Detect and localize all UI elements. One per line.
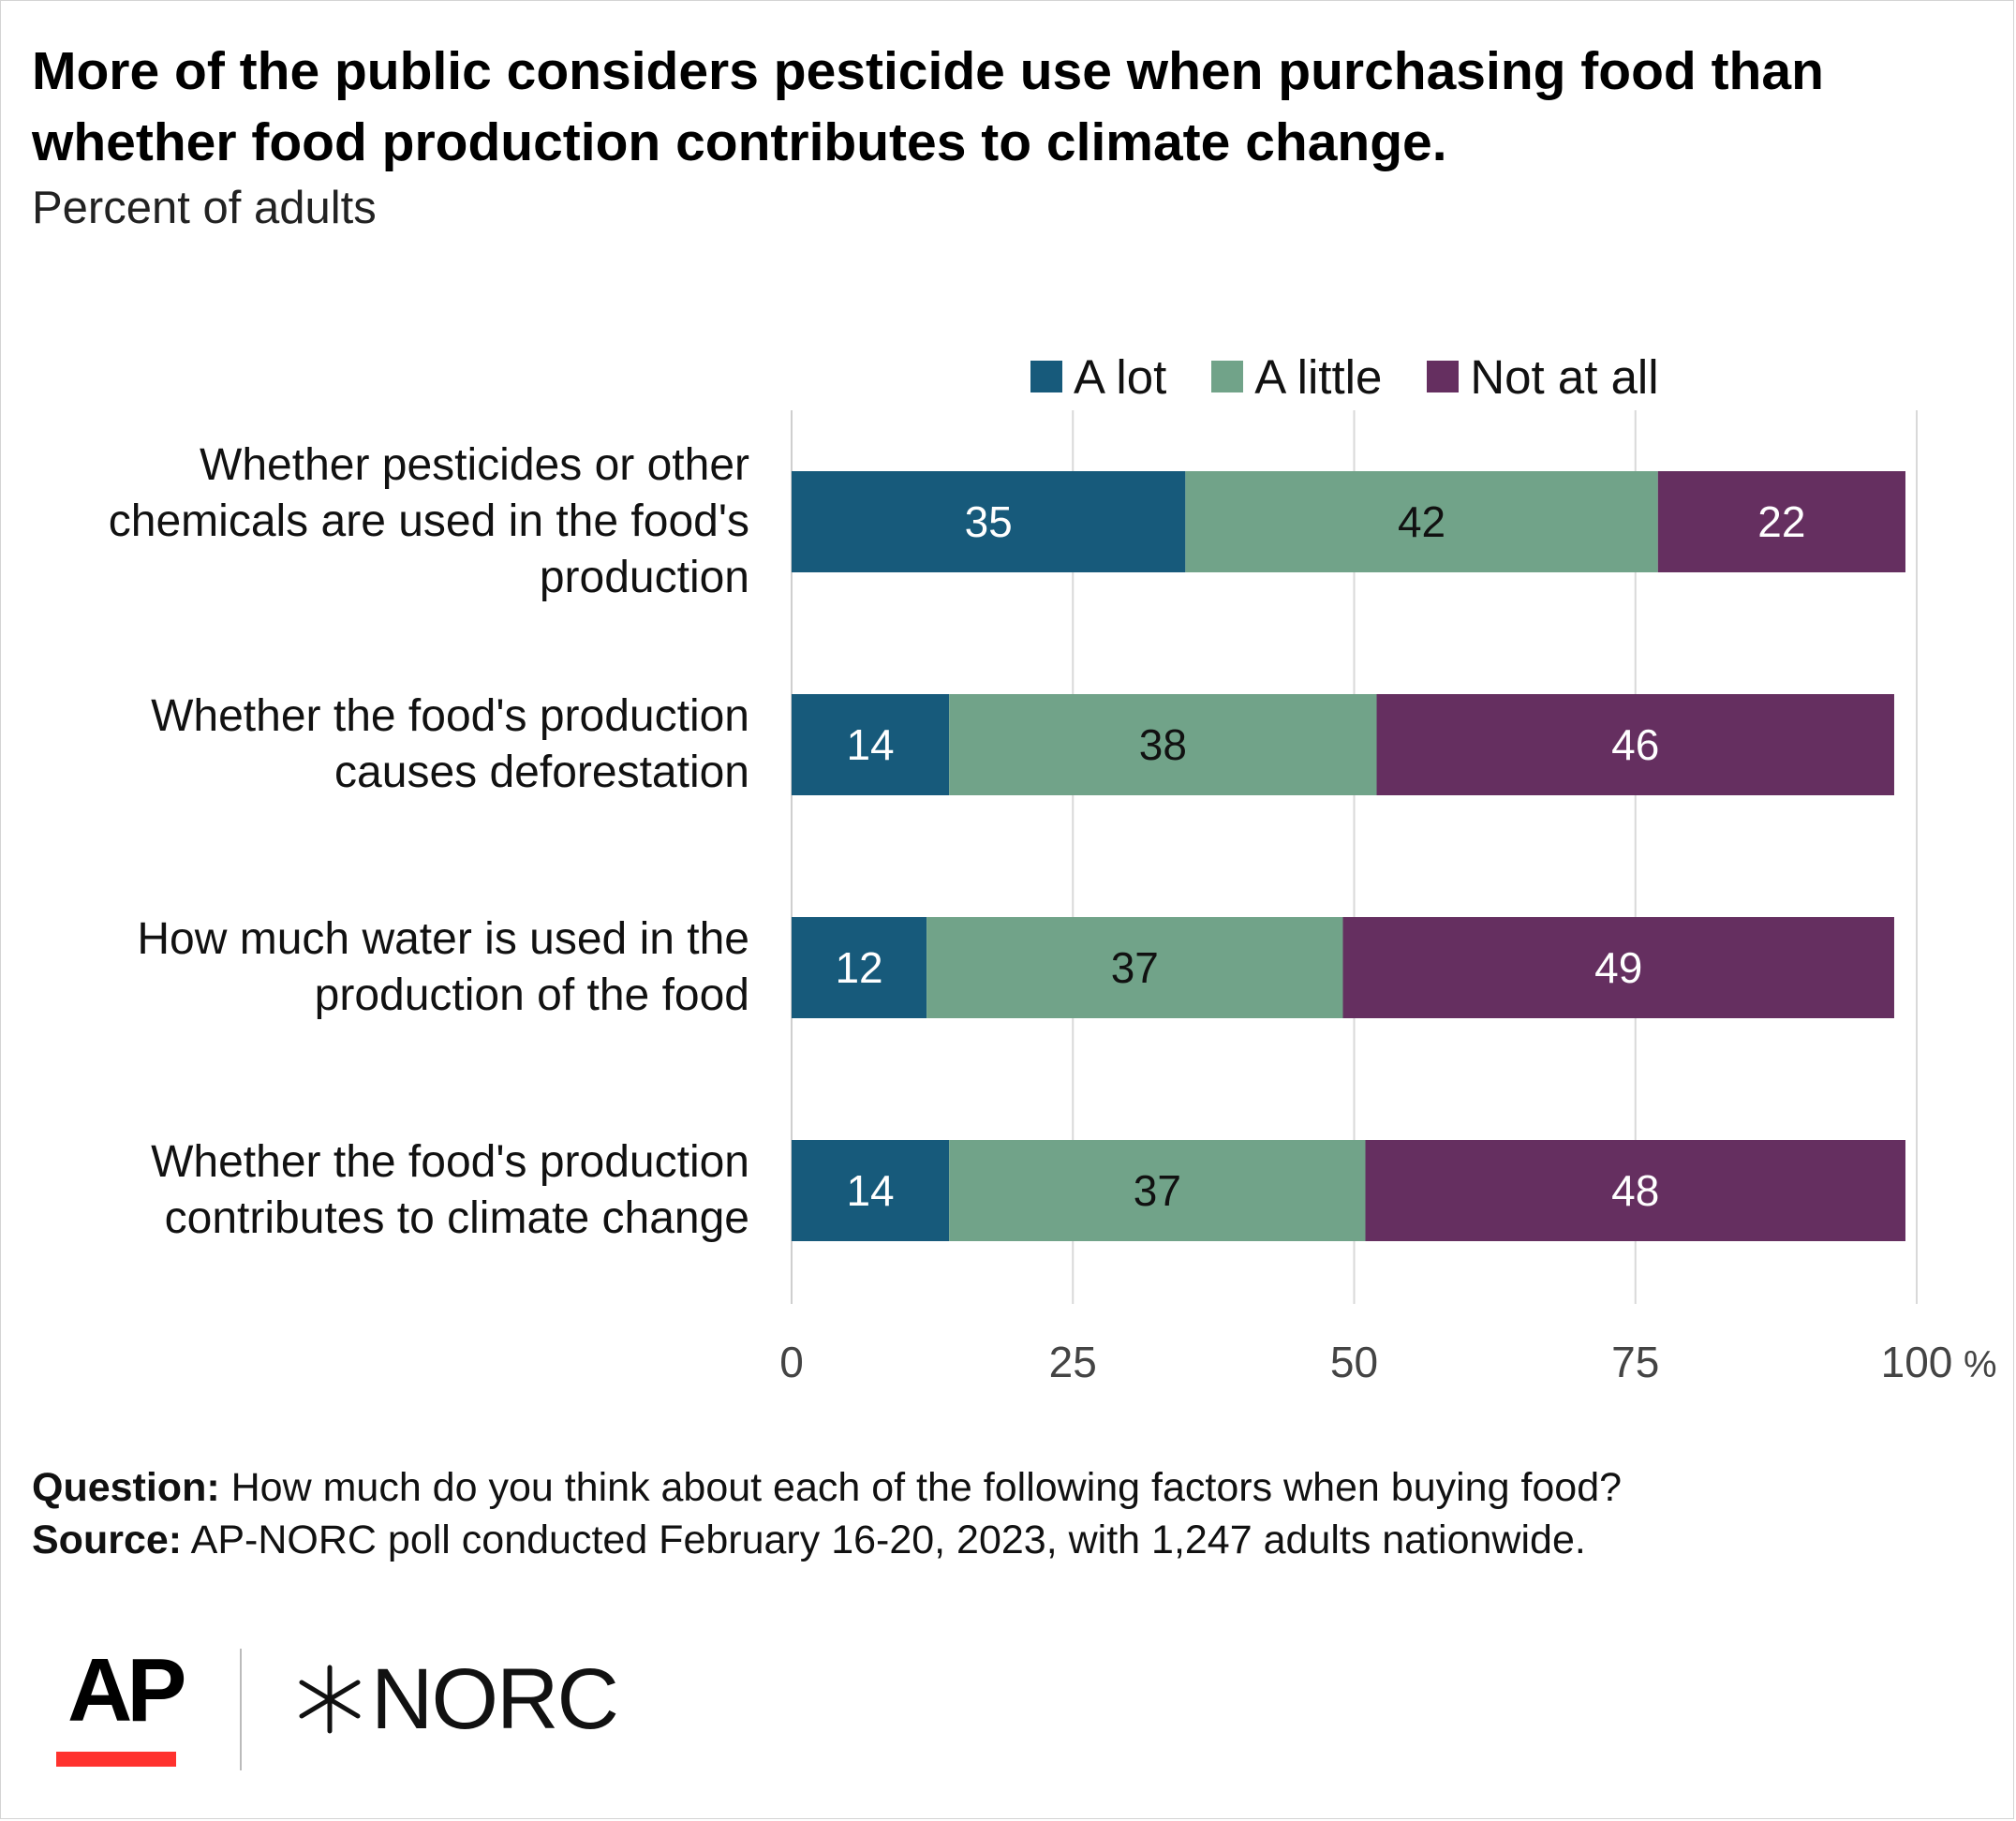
ap-logo: AP [67, 1640, 186, 1740]
x-tick-label: 75 [1611, 1338, 1659, 1386]
legend-label: Not at all [1470, 349, 1659, 404]
data-label: 46 [1611, 720, 1659, 769]
category-label: How much water is used in the production… [56, 883, 749, 1052]
data-label: 14 [846, 720, 894, 769]
data-label: 35 [965, 497, 1013, 546]
legend-swatch [1030, 361, 1062, 392]
bar-segment [1657, 471, 1905, 572]
category-label-text: Whether the food's production causes def… [151, 691, 749, 797]
legend-item-1: A little [1211, 349, 1382, 405]
legend: A lot A little Not at all [1030, 348, 1659, 405]
bar-segment [792, 471, 1186, 572]
question-line: Question: How much do you think about ea… [32, 1461, 1622, 1514]
data-label: 37 [1134, 1166, 1181, 1215]
category-label-text: Whether the food's production contribute… [151, 1137, 749, 1243]
category-label: Whether the food's production causes def… [56, 660, 749, 829]
question-text: How much do you think about each of the … [219, 1465, 1623, 1510]
data-label: 22 [1757, 497, 1805, 546]
x-tick-label: 50 [1330, 1338, 1378, 1386]
data-label: 42 [1398, 497, 1445, 546]
data-label: 37 [1111, 943, 1159, 992]
bar-segment [949, 1140, 1366, 1241]
data-label: 38 [1139, 720, 1187, 769]
category-label: Whether pesticides or other chemicals ar… [56, 437, 749, 606]
logos: AP NORC [56, 1639, 712, 1780]
legend-swatch [1427, 361, 1460, 392]
category-label: Whether the food's production contribute… [56, 1106, 749, 1275]
source-text: AP-NORC poll conducted February 16-20, 2… [182, 1518, 1586, 1562]
x-tick-label: 25 [1049, 1338, 1097, 1386]
data-label: 14 [846, 1166, 894, 1215]
chart-title: More of the public considers pesticide u… [32, 41, 1824, 172]
footnote: Question: How much do you think about ea… [32, 1461, 1622, 1566]
source-line: Source: AP-NORC poll conducted February … [32, 1514, 1622, 1566]
x-tick-label: 100 [1881, 1338, 1953, 1386]
data-label: 48 [1611, 1166, 1659, 1215]
norc-logo-text: NORC [371, 1651, 619, 1747]
ap-logo-bar [56, 1752, 176, 1767]
category-label-text: How much water is used in the production… [137, 914, 749, 1020]
legend-label: A lot [1074, 349, 1167, 404]
logo-divider [240, 1649, 242, 1770]
bar-segment [949, 694, 1377, 795]
legend-item-0: A lot [1030, 349, 1166, 405]
x-tick-label: 0 [779, 1338, 804, 1386]
x-axis-unit: % [1964, 1344, 1997, 1385]
bar-segment [792, 1140, 950, 1241]
x-axis-ticks: 0 25 50 75 100% [779, 1338, 1996, 1386]
bar-segment [1342, 917, 1894, 1018]
question-label: Question: [32, 1465, 220, 1510]
legend-label: A little [1254, 349, 1383, 404]
legend-item-2: Not at all [1427, 349, 1659, 405]
data-label: 12 [835, 943, 882, 992]
category-label-text: Whether pesticides or other chemicals ar… [108, 440, 749, 602]
chart-subtitle: Percent of adults [32, 183, 377, 233]
legend-swatch [1211, 361, 1244, 392]
norc-logo: NORC [292, 1651, 619, 1747]
bar-segment [1376, 694, 1894, 795]
bars: 35 42 22 14 38 46 12 37 49 14 37 48 [792, 471, 1905, 1241]
bar-segment [1365, 1140, 1905, 1241]
bar-segment [792, 694, 950, 795]
bar-segment [926, 917, 1343, 1018]
bar-segment [792, 917, 927, 1018]
chart-plot: 35 42 22 14 38 46 12 37 49 14 37 48 0 25 50 75 100% [779, 410, 1997, 1386]
data-label: 49 [1594, 943, 1642, 992]
bar-segment [1185, 471, 1658, 572]
source-label: Source: [32, 1518, 183, 1562]
norc-star-icon [299, 1665, 361, 1734]
